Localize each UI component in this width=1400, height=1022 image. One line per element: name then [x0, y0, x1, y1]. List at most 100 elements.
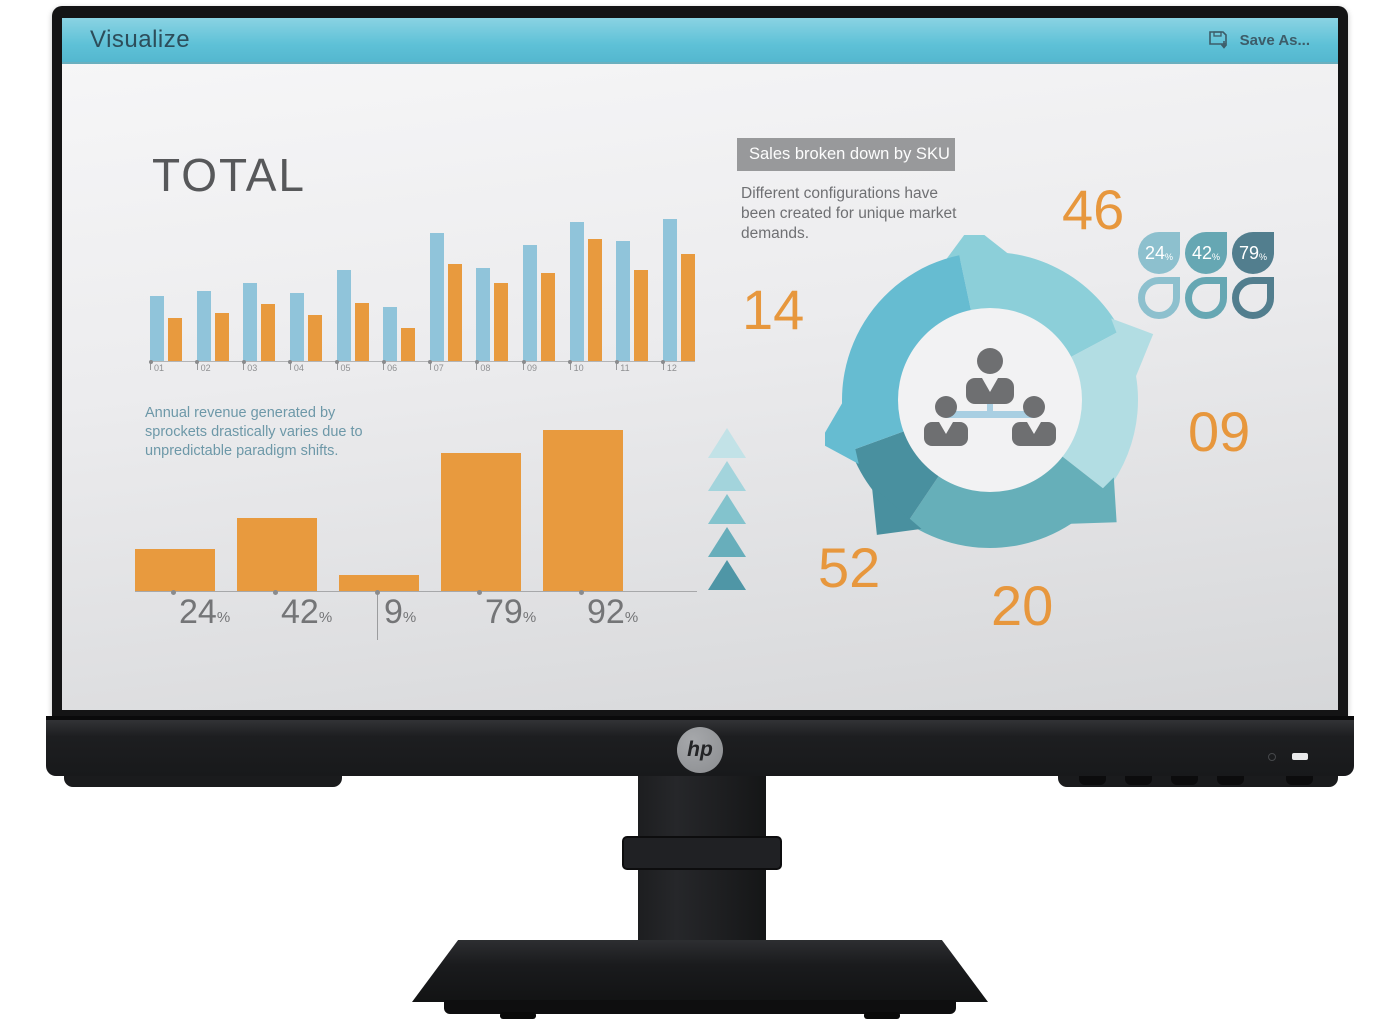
- percent-sign: %: [318, 609, 333, 626]
- badge-value: 42: [1191, 242, 1212, 263]
- bar-blue: [616, 240, 631, 361]
- annual-note: Annual revenue generated by sprockets dr…: [145, 405, 363, 460]
- percent-label-cell: 92%: [543, 590, 638, 640]
- percent-badge: 79%: [1232, 232, 1274, 274]
- triangle-marker: [708, 494, 746, 524]
- bar-blue: [243, 282, 258, 361]
- axis-tick: [381, 360, 386, 370]
- screen: Visualize Save As... TOTAL 01 02 03 04 05 06 0…: [62, 18, 1338, 710]
- bar-orange: [354, 303, 369, 361]
- month-label-cell: 12: [661, 360, 695, 373]
- app-title: Visualize: [90, 26, 191, 53]
- app-header: Visualize Save As...: [62, 18, 1338, 64]
- percent-value: 79: [485, 593, 523, 631]
- bar-orange: [634, 269, 649, 361]
- percent-badge: 42%: [1185, 232, 1227, 274]
- month-label: 10: [573, 363, 584, 373]
- month-label: 07: [433, 363, 444, 373]
- bar-blue: [150, 295, 164, 361]
- bar-orange: [401, 327, 416, 361]
- osd-button[interactable]: [1217, 776, 1244, 785]
- percent-sign: %: [522, 609, 537, 626]
- month-label-cell: 04: [288, 360, 322, 373]
- bar-group: [569, 221, 602, 361]
- axis-tick: [375, 590, 380, 640]
- osd-button[interactable]: [1079, 776, 1106, 785]
- axis-tick: [474, 360, 479, 370]
- percent-value: 42: [281, 593, 319, 631]
- month-labels: 01 02 03 04 05 06 07 08 09 10 11 12: [148, 360, 695, 373]
- bar-group: [383, 307, 416, 361]
- bar-percent: [339, 575, 419, 591]
- cycle-diagram: [825, 235, 1154, 548]
- cycle-segment: [842, 255, 972, 451]
- badge-ring: [1138, 277, 1180, 319]
- power-button[interactable]: [1286, 776, 1313, 785]
- bar-percent: [135, 549, 215, 591]
- month-label: 09: [527, 363, 538, 373]
- percent-bars: [135, 426, 705, 591]
- axis-tick: [428, 360, 433, 370]
- bar-orange: [587, 239, 602, 361]
- month-label-cell: 07: [428, 360, 462, 373]
- bar-blue: [569, 221, 584, 361]
- bar-blue: [336, 269, 351, 361]
- cycle-arrow: [944, 235, 1011, 262]
- bar-group: [616, 240, 649, 361]
- month-label: 04: [293, 363, 304, 373]
- person-icon: [977, 348, 1003, 374]
- x-axis: [135, 591, 697, 592]
- percent-value: 24: [179, 593, 217, 631]
- person-collar: [982, 378, 998, 392]
- month-label-cell: 01: [148, 360, 182, 373]
- bar-group: [289, 292, 322, 361]
- badge-ring: [1185, 277, 1227, 319]
- percentage-bar-chart: 24% 42% 9% 79% 92%: [135, 426, 705, 640]
- bar-orange: [214, 313, 229, 361]
- month-label: 02: [200, 363, 211, 373]
- save-as-button[interactable]: Save As...: [1208, 29, 1310, 51]
- stand-base: [412, 940, 988, 1002]
- month-label: 01: [154, 363, 165, 373]
- month-label: 03: [247, 363, 258, 373]
- bar-blue: [289, 292, 304, 361]
- bar-group: [429, 233, 462, 361]
- bar-orange: [447, 263, 462, 361]
- bar-orange: [261, 304, 276, 361]
- badge-percent-sign: %: [1259, 251, 1268, 262]
- cycle-number-left: 14: [742, 278, 805, 341]
- month-label-cell: 06: [381, 360, 415, 373]
- monitor-bezel: Visualize Save As... TOTAL 01 02 03 04 05 06 0…: [52, 6, 1348, 716]
- cycle-segment: [907, 455, 1107, 548]
- person-collar: [939, 422, 953, 434]
- bar-group: [662, 218, 695, 361]
- bar-orange: [541, 272, 555, 361]
- badge-percent-sign: %: [1212, 251, 1221, 262]
- person-icon: [935, 396, 957, 418]
- cycle-number-bottom-left: 52: [818, 536, 881, 599]
- bar-group: [243, 282, 276, 361]
- triangle-marker: [708, 461, 746, 491]
- rear-casing-right: [1058, 776, 1338, 787]
- percent-value: 9: [384, 593, 403, 631]
- percent-labels: 24% 42% 9% 79% 92%: [135, 590, 705, 640]
- cycle-segment: [959, 252, 1121, 358]
- month-label-cell: 08: [474, 360, 508, 373]
- percent-sign: %: [402, 609, 417, 626]
- bar-percent: [543, 430, 623, 591]
- triangle-stack: [708, 428, 746, 590]
- person-collar: [1027, 422, 1041, 434]
- axis-tick: [241, 360, 246, 370]
- month-label-cell: 02: [195, 360, 229, 373]
- bar-percent: [237, 517, 317, 591]
- osd-button[interactable]: [1171, 776, 1198, 785]
- sku-description: Different configurations have been creat…: [741, 185, 957, 242]
- person-icon: [1023, 396, 1045, 418]
- month-label: 12: [666, 363, 677, 373]
- osd-button[interactable]: [1125, 776, 1152, 785]
- percent-label-cell: 24%: [135, 590, 230, 640]
- month-label-cell: 11: [614, 360, 648, 373]
- triangle-marker: [708, 560, 746, 590]
- cycle-segment: [1060, 330, 1138, 492]
